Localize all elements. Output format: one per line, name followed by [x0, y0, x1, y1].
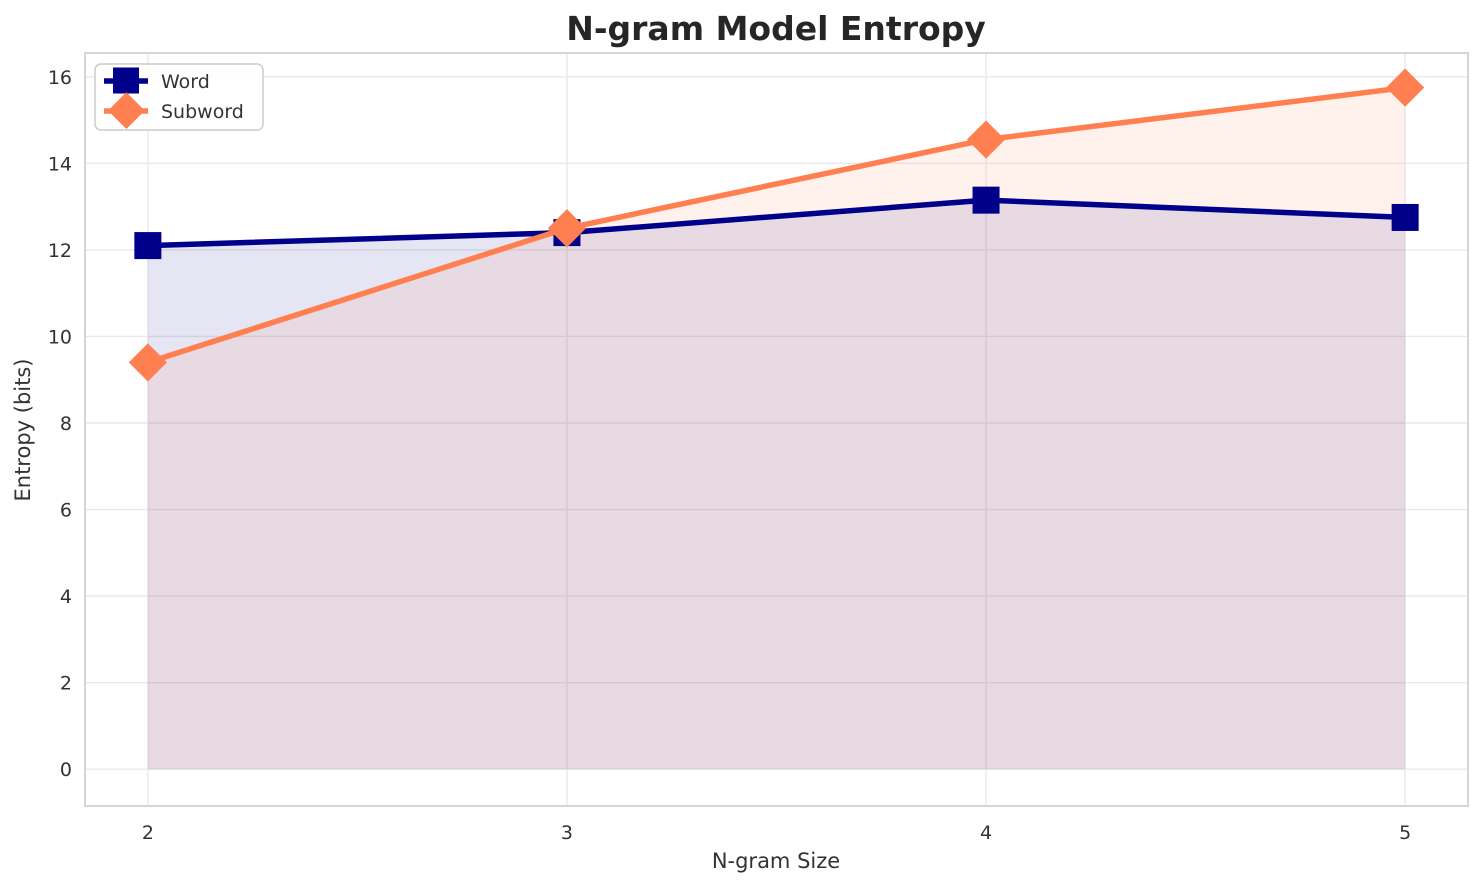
legend-label-subword: Subword	[161, 101, 244, 123]
area-fill-word	[147, 200, 1406, 770]
chart-title: N-gram Model Entropy	[566, 9, 986, 48]
series-line-subword	[147, 84, 1406, 366]
legend-marker-square-word	[113, 67, 139, 94]
y-tick-label: 4	[60, 586, 72, 608]
series-layer	[128, 68, 1425, 382]
y-axis-label: Entropy (bits)	[11, 359, 35, 502]
y-tick-label: 0	[60, 759, 72, 781]
series-line-word	[147, 197, 1406, 249]
y-tick-label: 16	[48, 67, 72, 89]
area-fill-layer	[147, 87, 1406, 770]
x-tick-label: 2	[142, 822, 154, 844]
legend-label-word: Word	[161, 71, 210, 93]
x-tick-label: 3	[561, 822, 573, 844]
y-tick-label: 14	[48, 153, 72, 175]
legend-marker-diamond-subword	[107, 92, 145, 130]
y-tick-label: 8	[60, 413, 72, 435]
x-axis-label: N-gram Size	[712, 849, 840, 873]
marker-square-word-0	[134, 232, 162, 260]
area-fill-subword	[147, 87, 1406, 770]
marker-diamond-subword-3	[1386, 68, 1425, 107]
grid-layer	[85, 53, 1468, 806]
marker-square-word-3	[1391, 203, 1419, 231]
x-tick-label: 4	[980, 822, 992, 844]
legend: Word Subword	[94, 63, 264, 131]
plot-border	[84, 52, 1469, 807]
y-tick-label: 6	[60, 500, 72, 522]
y-tick-label: 12	[48, 240, 72, 262]
y-tick-labels: 0 2 4 6 8 10 12 14 16	[48, 67, 72, 781]
x-tick-label: 5	[1399, 822, 1411, 844]
x-tick-labels: 2 3 4 5	[142, 822, 1411, 844]
marker-square-word-2	[972, 186, 1000, 214]
marker-diamond-subword-0	[128, 343, 167, 382]
y-tick-label: 2	[60, 673, 72, 695]
y-tick-label: 10	[48, 326, 72, 348]
